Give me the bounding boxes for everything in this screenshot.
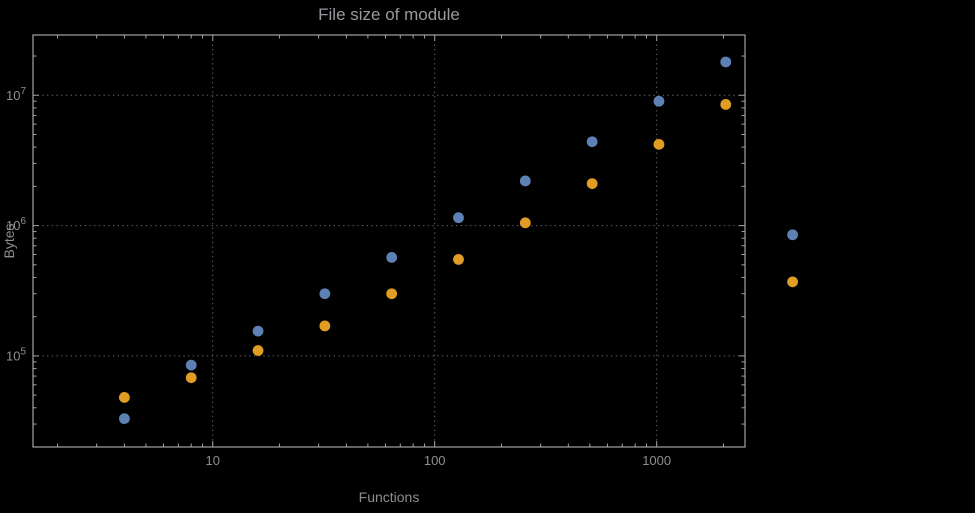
data-point-series-2 xyxy=(252,345,264,356)
data-point-series-2 xyxy=(319,320,331,332)
x-tick-label: 10 xyxy=(205,453,219,468)
data-point-series-2 xyxy=(519,217,531,229)
y-tick-label: 105 xyxy=(6,346,26,363)
x-tick-label: 1000 xyxy=(642,453,671,468)
data-point-series-1 xyxy=(252,325,264,337)
data-point-series-2 xyxy=(386,288,398,300)
data-point-series-2 xyxy=(185,372,197,384)
y-tick-label: 107 xyxy=(6,86,26,103)
chart-title: File size of module xyxy=(318,5,460,24)
data-point-series-2 xyxy=(787,276,798,288)
data-point-series-1 xyxy=(586,136,598,148)
data-point-series-1 xyxy=(118,413,130,425)
data-point-series-1 xyxy=(185,359,197,371)
plot-frame xyxy=(32,34,746,448)
data-point-series-2 xyxy=(118,392,130,403)
data-point-series-2 xyxy=(653,138,665,150)
data-point-series-1 xyxy=(453,212,464,224)
y-axis-label: Bytes xyxy=(1,223,17,259)
data-point-series-1 xyxy=(653,95,665,107)
data-point-series-1 xyxy=(787,229,798,241)
data-point-series-2 xyxy=(453,254,464,265)
data-point-series-1 xyxy=(720,56,732,68)
data-point-series-2 xyxy=(720,99,732,110)
x-axis-label: Functions xyxy=(358,489,420,505)
x-tick-label: 100 xyxy=(424,453,446,468)
data-point-series-1 xyxy=(386,251,398,263)
data-point-series-2 xyxy=(586,178,598,189)
data-point-series-1 xyxy=(319,288,331,300)
data-point-series-1 xyxy=(519,175,531,187)
